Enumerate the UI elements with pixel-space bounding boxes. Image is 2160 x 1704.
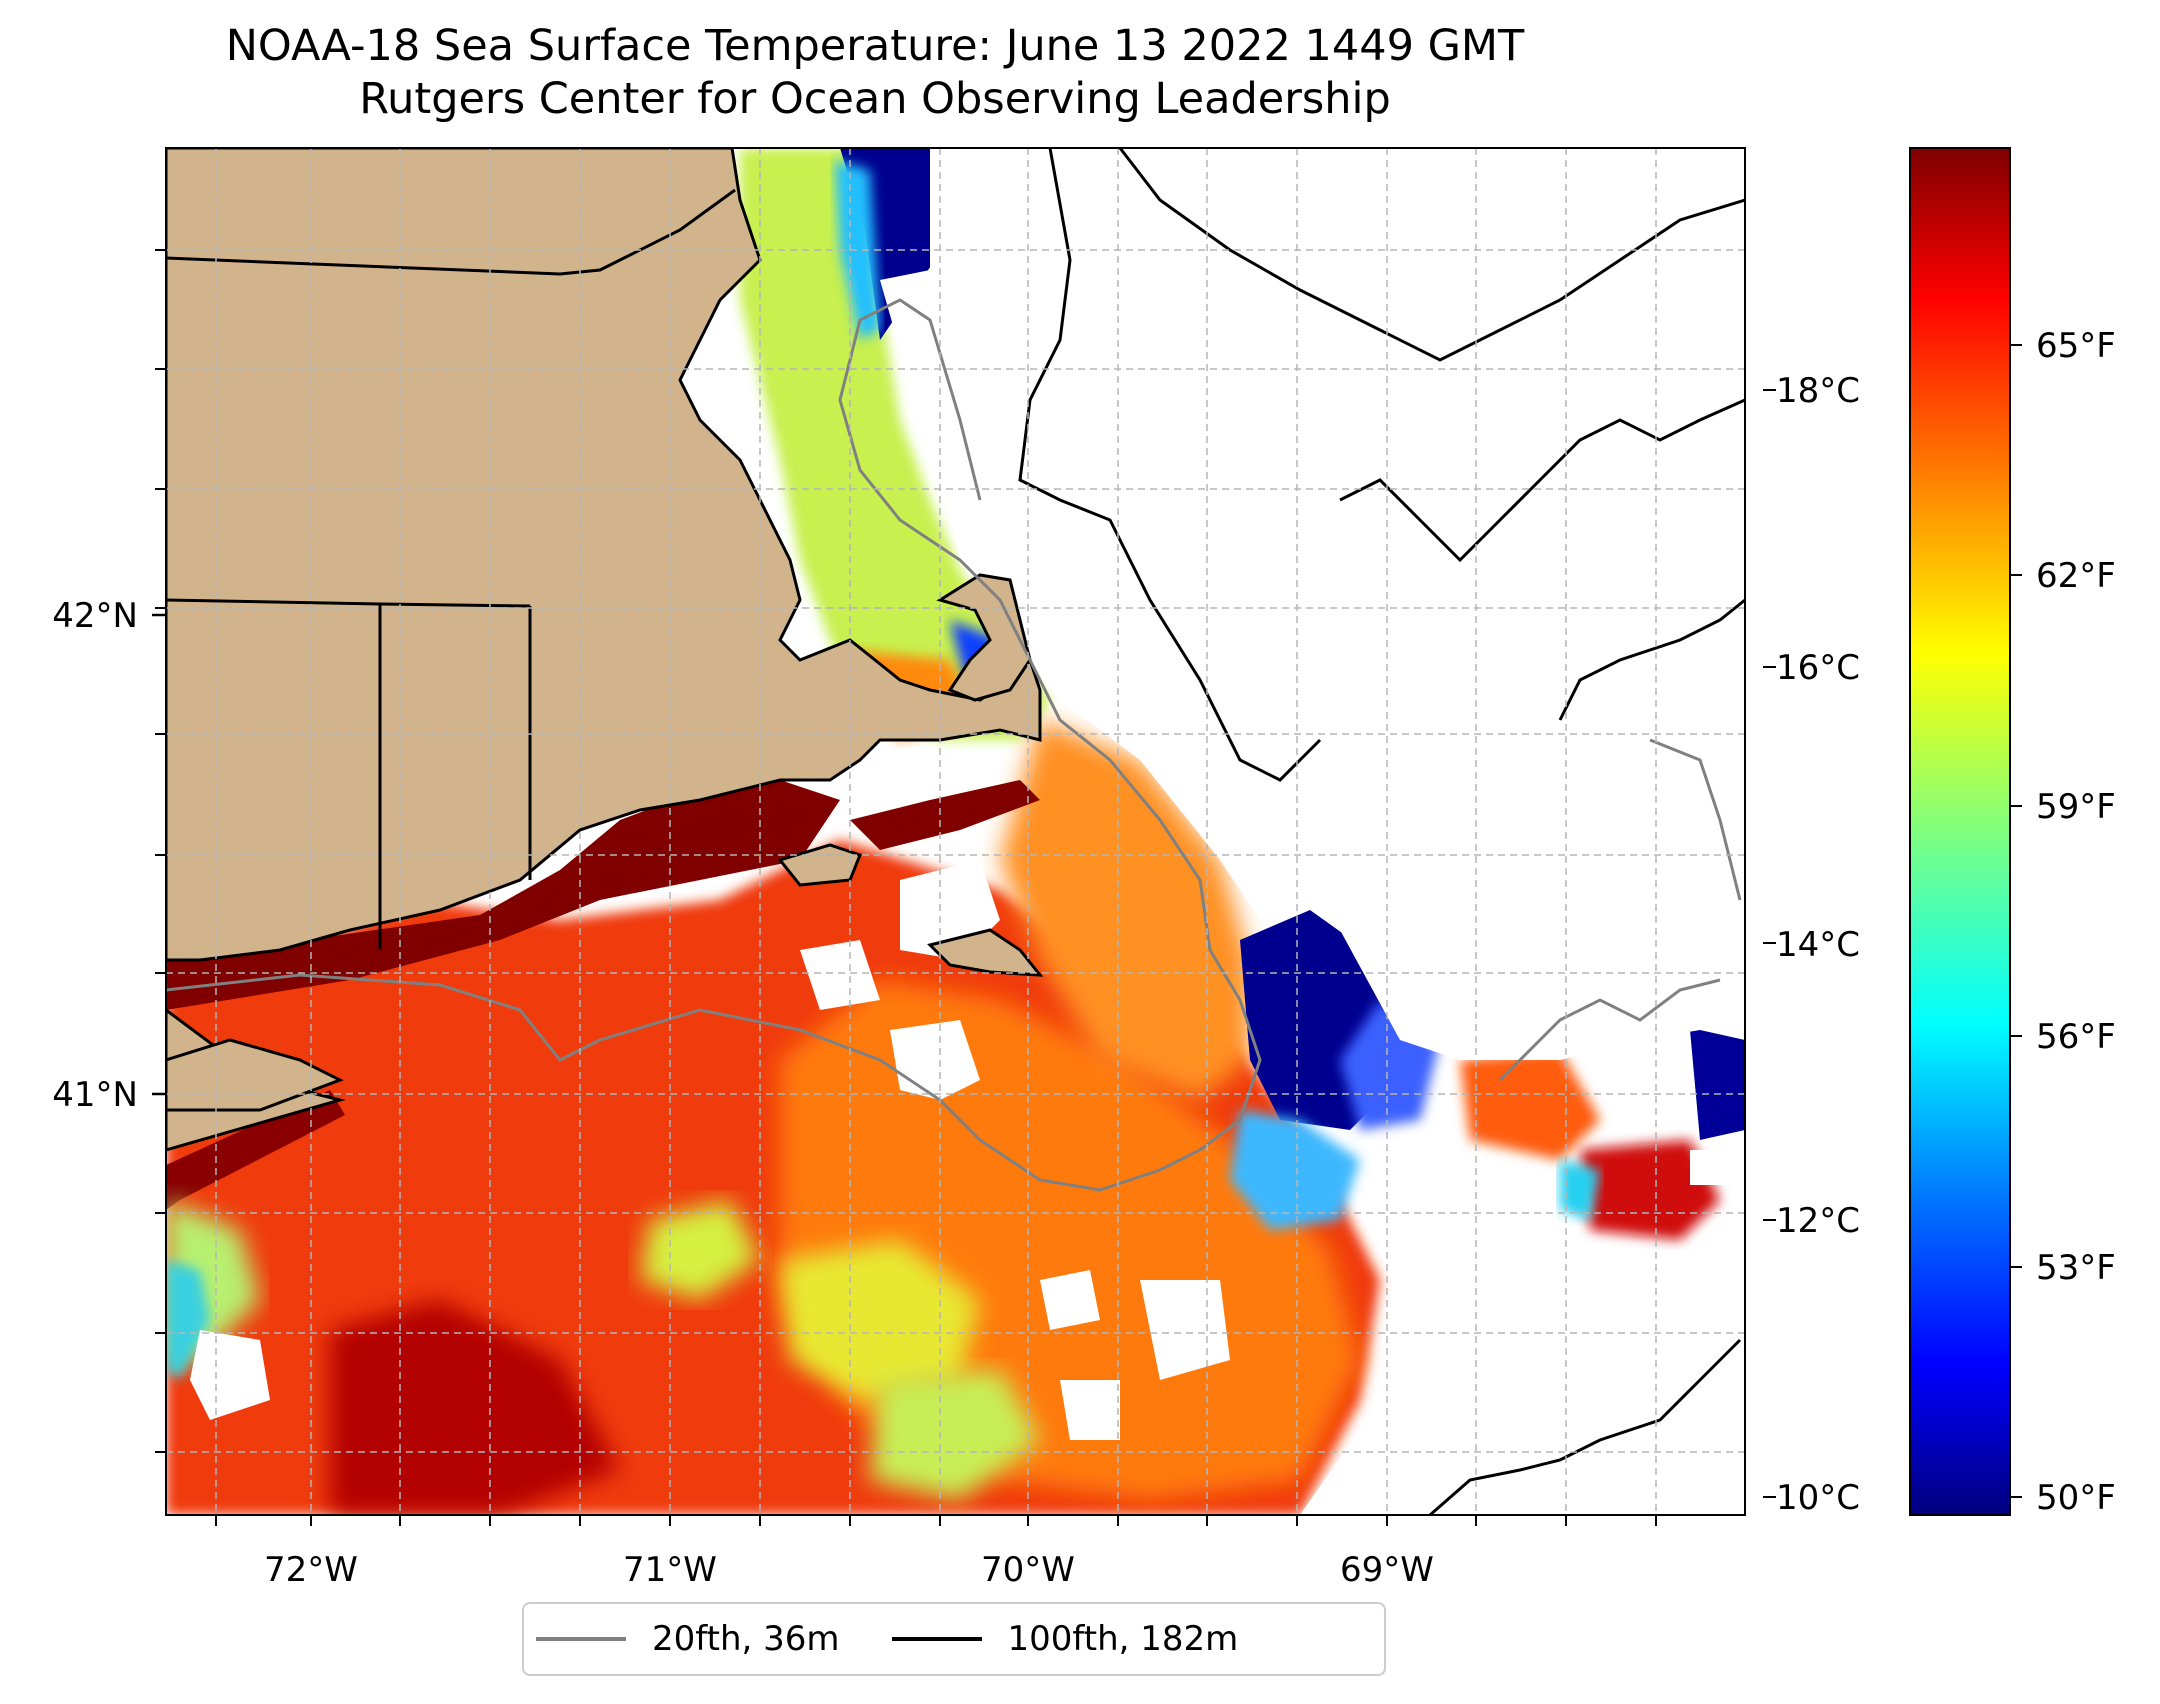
lat-label-42n: 42°N: [52, 596, 138, 636]
long-island-tip: [166, 1038, 344, 1112]
fahrenheit-label-59: 59°F: [2036, 787, 2116, 827]
cape-cod-land: [936, 573, 1032, 702]
isobath-100fth-3: [1339, 398, 1745, 563]
fahrenheit-label-62: 62°F: [2036, 556, 2116, 596]
legend-item-20fth: 20fth, 36m: [536, 1619, 840, 1659]
legend-swatch-100fth: [891, 1637, 982, 1641]
map-frame: [165, 147, 1746, 1516]
legend-swatch-20fth: [536, 1637, 626, 1641]
map-area: [166, 148, 1745, 1515]
sst-buzzards-dark-red: [850, 780, 1040, 850]
title-line-1: NOAA-18 Sea Surface Temperature: June 13…: [225, 21, 1525, 71]
colorbar: [1909, 147, 2011, 1516]
cloud-gap-11: [1690, 1150, 1730, 1185]
sst-dark-red-band: [166, 1090, 345, 1210]
sst-se-blue-patch: [1690, 1030, 1745, 1140]
celsius-label-10: 10°C: [1776, 1478, 1860, 1518]
sst-east-orange: [1000, 720, 1250, 1100]
legend-label-100fth: 100fth, 182m: [1007, 1619, 1239, 1659]
legend-item-100fth: 100fth, 182m: [891, 1619, 1239, 1659]
sst-coastal-dark-red: [166, 780, 840, 1010]
isobath-20fth: [166, 298, 1262, 1192]
title-line-2: Rutgers Center for Ocean Observing Leade…: [359, 74, 1391, 124]
chart-title: NOAA-18 Sea Surface Temperature: June 13…: [0, 20, 1750, 126]
isobath-20fth-georges: [1498, 978, 1721, 1082]
legend-label-20fth: 20fth, 36m: [652, 1619, 840, 1659]
sst-se-cyan-patch: [1560, 1160, 1600, 1220]
celsius-label-16: 16°C: [1776, 648, 1860, 688]
lon-label-72w: 72°W: [264, 1550, 358, 1590]
sst-cyan-west-edge: [166, 1260, 210, 1380]
fahrenheit-label-56: 56°F: [2036, 1017, 2116, 1057]
celsius-label-18: 18°C: [1776, 371, 1860, 411]
cloud-gap-north-bay: [930, 148, 1745, 1060]
sst-field: [166, 148, 1745, 1515]
nantucket-land: [927, 928, 1044, 977]
cloud-gap-8: [190, 1330, 270, 1420]
legend: 20fth, 36m 100fth, 182m: [522, 1602, 1386, 1676]
cloud-gap-10: [1300, 1230, 1620, 1515]
lon-label-71w: 71°W: [623, 1550, 717, 1590]
lon-label-69w: 69°W: [1340, 1550, 1434, 1590]
sst-georges-cyan: [1230, 1110, 1360, 1230]
fahrenheit-label-65: 65°F: [2036, 326, 2116, 366]
cloud-gap-5: [1040, 1270, 1100, 1330]
cloud-gap-3: [800, 940, 880, 1010]
cloud-gap-9: [1370, 1150, 1470, 1250]
isobath-20fth-east-shoals: [1649, 738, 1742, 901]
sst-yellow-patch-2: [640, 1200, 760, 1300]
isobath-100fth-south: [1429, 1338, 1742, 1515]
state-boundary-ma-nh: [166, 188, 736, 276]
sst-yellow-patch-1: [780, 1240, 980, 1400]
axis-ticks: [152, 249, 1657, 1526]
sst-cyan-bay-edge: [835, 160, 880, 340]
lat-label-41n: 41°N: [52, 1075, 138, 1115]
isobath-100fth: [1018, 148, 1322, 782]
cloud-gap-1: [880, 270, 940, 350]
cloud-gap-7: [1060, 1380, 1120, 1440]
sst-yellow-patch-3: [870, 1370, 1040, 1500]
sst-dark-red-offshore: [330, 1300, 620, 1515]
sst-se-orange-patch: [1460, 1050, 1600, 1160]
celsius-label-12: 12°C: [1776, 1201, 1860, 1241]
celsius-label-14: 14°C: [1776, 925, 1860, 965]
fahrenheit-label-53: 53°F: [2036, 1248, 2116, 1288]
fahrenheit-label-50: 50°F: [2036, 1478, 2116, 1518]
sst-se-red-patch: [1580, 1140, 1720, 1240]
lon-label-70w: 70°W: [981, 1550, 1075, 1590]
isobath-100fth-4: [1558, 598, 1745, 721]
